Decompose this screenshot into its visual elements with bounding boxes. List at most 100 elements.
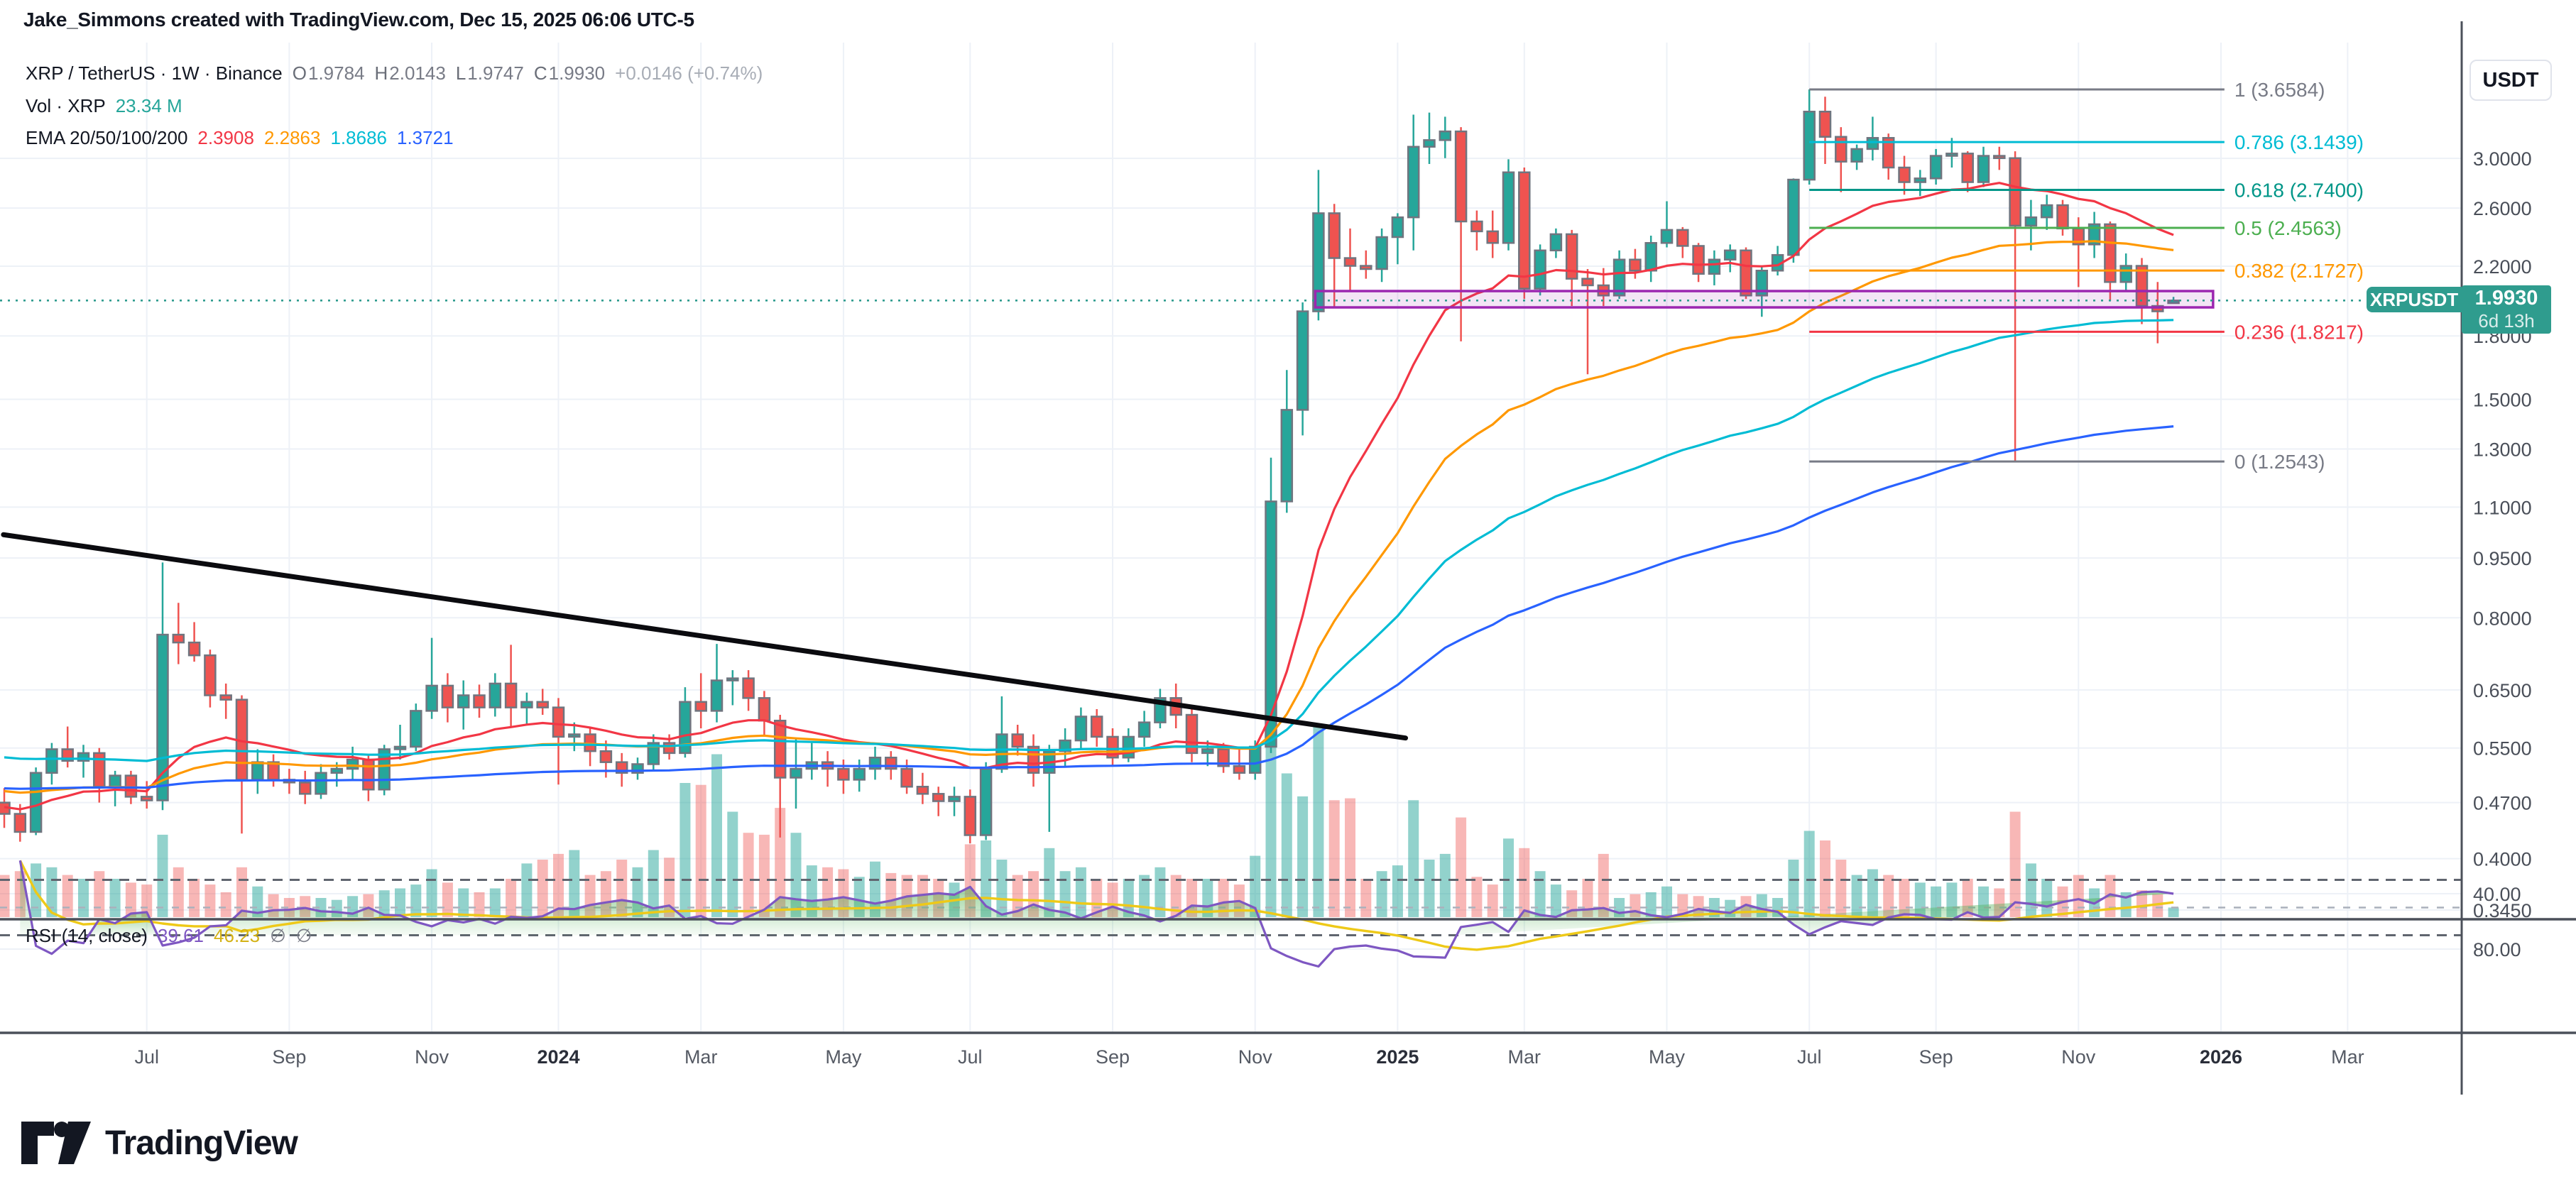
- candle[interactable]: [679, 687, 692, 758]
- candle[interactable]: [758, 691, 771, 737]
- candle[interactable]: [979, 762, 993, 840]
- candle[interactable]: [932, 787, 945, 816]
- candle[interactable]: [1011, 724, 1024, 756]
- candle[interactable]: [1644, 235, 1657, 283]
- currency-toggle-button[interactable]: USDT: [2469, 60, 2552, 101]
- ema-label[interactable]: EMA 20/50/100/200: [26, 127, 188, 148]
- candle[interactable]: [1676, 226, 1689, 258]
- candle[interactable]: [1518, 168, 1531, 300]
- candle[interactable]: [916, 772, 929, 804]
- candle[interactable]: [1137, 711, 1151, 747]
- candle[interactable]: [1835, 127, 1848, 192]
- candle[interactable]: [1360, 250, 1372, 279]
- candle[interactable]: [1692, 243, 1705, 283]
- candle[interactable]: [362, 754, 375, 801]
- candle[interactable]: [378, 745, 391, 796]
- candle[interactable]: [1486, 210, 1499, 258]
- candle[interactable]: [204, 650, 217, 708]
- candle[interactable]: [298, 770, 312, 804]
- candle[interactable]: [473, 684, 486, 718]
- candle[interactable]: [219, 683, 232, 719]
- candle[interactable]: [1866, 116, 1879, 161]
- candle[interactable]: [1581, 268, 1594, 375]
- candle[interactable]: [773, 715, 787, 838]
- candle[interactable]: [441, 673, 454, 723]
- support-zone-rectangle[interactable]: [1314, 290, 2215, 309]
- candle[interactable]: [2087, 212, 2101, 258]
- candle[interactable]: [1312, 170, 1325, 321]
- candle[interactable]: [1090, 709, 1103, 747]
- candle[interactable]: [1280, 370, 1294, 513]
- candle[interactable]: [1534, 244, 1546, 296]
- candle[interactable]: [1660, 201, 1674, 248]
- candle[interactable]: [1977, 146, 1990, 187]
- last-price-badge[interactable]: 1.9930 6d 13h: [2462, 285, 2551, 334]
- candle[interactable]: [1629, 248, 1642, 279]
- candle[interactable]: [2056, 199, 2069, 236]
- candle[interactable]: [1027, 734, 1040, 787]
- candle[interactable]: [1818, 97, 1832, 165]
- candle[interactable]: [187, 622, 201, 662]
- candle[interactable]: [1898, 155, 1911, 195]
- candle[interactable]: [140, 781, 153, 809]
- candle[interactable]: [1074, 707, 1088, 750]
- candle[interactable]: [536, 689, 549, 716]
- candle[interactable]: [1470, 210, 1483, 251]
- candle[interactable]: [1882, 133, 1895, 180]
- candle[interactable]: [647, 734, 660, 771]
- candle[interactable]: [235, 695, 249, 834]
- candle[interactable]: [837, 759, 850, 794]
- candle[interactable]: [1423, 112, 1436, 165]
- price-axis[interactable]: 3.00002.60002.20001.80001.50001.30001.10…: [2473, 148, 2532, 960]
- time-axis[interactable]: Jul Sep Nov 2024 Mar May Jul Sep Nov 2025 Mar May Ju…: [134, 1046, 2364, 1068]
- candle[interactable]: [1929, 148, 1943, 185]
- candle[interactable]: [172, 603, 185, 664]
- candle[interactable]: [2024, 199, 2038, 251]
- candle[interactable]: [2104, 221, 2117, 301]
- candle[interactable]: [267, 754, 280, 787]
- candle[interactable]: [1154, 689, 1167, 729]
- candle[interactable]: [726, 670, 739, 706]
- candle[interactable]: [1850, 144, 1863, 170]
- candle[interactable]: [694, 673, 707, 729]
- candle[interactable]: [742, 670, 755, 711]
- candle[interactable]: [631, 757, 644, 780]
- candle[interactable]: [489, 673, 502, 717]
- candle[interactable]: [1787, 178, 1800, 263]
- candle[interactable]: [504, 645, 518, 727]
- candle[interactable]: [1708, 250, 1721, 285]
- candle[interactable]: [1122, 728, 1135, 762]
- candle[interactable]: [29, 767, 43, 835]
- candle[interactable]: [1185, 707, 1199, 762]
- candle[interactable]: [1565, 229, 1578, 307]
- candle[interactable]: [425, 637, 438, 719]
- candle[interactable]: [410, 703, 422, 752]
- candle[interactable]: [1407, 114, 1420, 251]
- candle[interactable]: [568, 722, 581, 752]
- candle[interactable]: [552, 698, 565, 785]
- candle[interactable]: [995, 696, 1008, 773]
- candle[interactable]: [710, 644, 724, 723]
- candle[interactable]: [77, 745, 90, 778]
- candle[interactable]: [1201, 740, 1214, 767]
- candle[interactable]: [584, 728, 596, 767]
- candle[interactable]: [868, 746, 882, 780]
- candle[interactable]: [1961, 151, 1974, 192]
- rsi-label[interactable]: RSI (14, close): [26, 925, 148, 946]
- candle[interactable]: [2040, 194, 2053, 230]
- candle[interactable]: [2167, 297, 2180, 305]
- candle[interactable]: [948, 787, 961, 816]
- candle[interactable]: [251, 749, 264, 794]
- candle[interactable]: [1043, 745, 1056, 832]
- descending-trendline[interactable]: [1, 532, 1409, 741]
- candle[interactable]: [346, 746, 359, 780]
- candle[interactable]: [1612, 250, 1626, 300]
- candle[interactable]: [1914, 170, 1927, 197]
- candle[interactable]: [1375, 228, 1388, 283]
- candle[interactable]: [93, 747, 106, 803]
- candle[interactable]: [1993, 146, 2006, 170]
- candle[interactable]: [1803, 89, 1816, 185]
- candle[interactable]: [1439, 116, 1452, 158]
- candle[interactable]: [1454, 127, 1468, 341]
- candle[interactable]: [900, 759, 913, 794]
